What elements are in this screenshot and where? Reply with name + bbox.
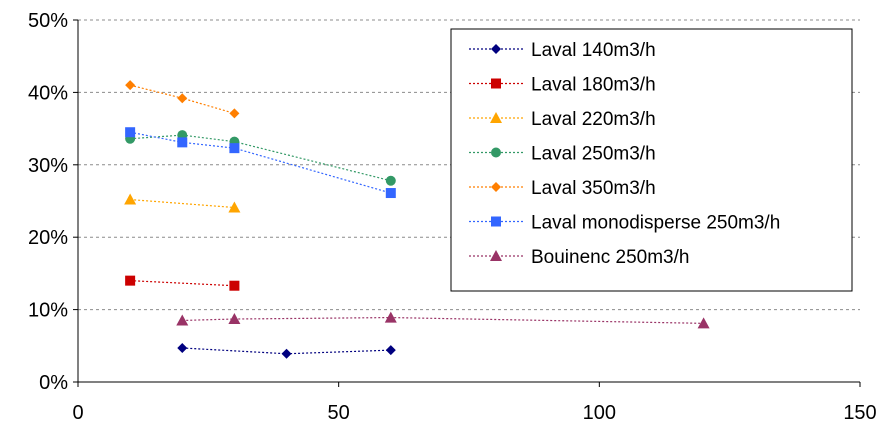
y-tick-label: 40%	[28, 82, 68, 104]
legend-label: Laval 250m3/h	[531, 144, 656, 165]
series-line	[130, 134, 391, 182]
axes	[73, 19, 861, 387]
legend-marker	[490, 112, 502, 123]
data-point	[125, 275, 136, 286]
series-0	[177, 342, 396, 359]
legend-item: Laval 180m3/h	[469, 75, 656, 96]
data-point	[228, 313, 241, 325]
y-tick-label: 50%	[28, 10, 68, 32]
data-point	[228, 201, 241, 213]
series-line	[130, 131, 391, 194]
legend-marker	[490, 250, 502, 261]
series-group	[124, 80, 710, 359]
data-point	[229, 143, 240, 154]
legend-item: Bouinenc 250m3/h	[469, 247, 689, 268]
data-point	[697, 317, 710, 329]
series-5	[125, 127, 396, 199]
y-tick-label: 30%	[28, 155, 68, 177]
x-tick-label: 50	[328, 402, 350, 424]
legend-marker	[491, 78, 501, 89]
legend-marker	[491, 147, 501, 158]
data-point	[124, 193, 137, 205]
tick-labels: 0% 10% 20% 30% 40% 50% 0 50 100 150	[28, 10, 877, 424]
y-tick-label: 20%	[28, 227, 68, 249]
data-point	[229, 108, 240, 119]
legend-label: Laval monodisperse 250m3/h	[531, 213, 780, 234]
series-4	[125, 80, 240, 119]
data-point	[177, 342, 188, 353]
legend-label: Laval 140m3/h	[531, 40, 656, 61]
data-point	[384, 311, 397, 323]
y-tick-label: 10%	[28, 300, 68, 322]
series-2	[124, 193, 241, 213]
x-tick-label: 0	[72, 402, 83, 424]
x-tick-label: 150	[843, 402, 876, 424]
legend-marker	[491, 216, 501, 227]
data-point	[125, 127, 136, 138]
data-point	[177, 93, 188, 104]
legend-item: Laval 250m3/h	[469, 144, 656, 165]
legend-item: Laval 220m3/h	[469, 109, 656, 130]
series-line	[130, 280, 235, 287]
legend-label: Laval 180m3/h	[531, 75, 656, 96]
legend-item: Laval 140m3/h	[469, 40, 656, 61]
data-point	[229, 280, 240, 291]
legend-label: Laval 220m3/h	[531, 109, 656, 130]
legend-label: Laval 350m3/h	[531, 178, 656, 199]
legend: Laval 140m3/h Laval 180m3/h Laval 220m3/h L…	[450, 28, 853, 292]
data-point	[176, 314, 189, 326]
legend-item: Laval 350m3/h	[469, 178, 656, 199]
legend-label: Bouinenc 250m3/h	[531, 247, 689, 268]
legend-item: Laval monodisperse 250m3/h	[469, 213, 780, 234]
y-tick-label: 0%	[39, 372, 68, 394]
legend-box	[450, 28, 853, 292]
series-6	[176, 311, 710, 329]
data-point	[385, 175, 396, 186]
data-point	[177, 137, 188, 148]
data-point	[125, 80, 136, 91]
data-point	[385, 188, 396, 199]
x-tick-label: 100	[583, 402, 616, 424]
legend-marker	[491, 182, 501, 192]
legend-marker	[491, 44, 501, 54]
series-3	[125, 130, 396, 186]
data-point	[281, 348, 292, 359]
data-point	[385, 345, 396, 356]
series-line	[130, 198, 235, 209]
series-1	[125, 275, 240, 291]
series-line	[182, 316, 704, 324]
